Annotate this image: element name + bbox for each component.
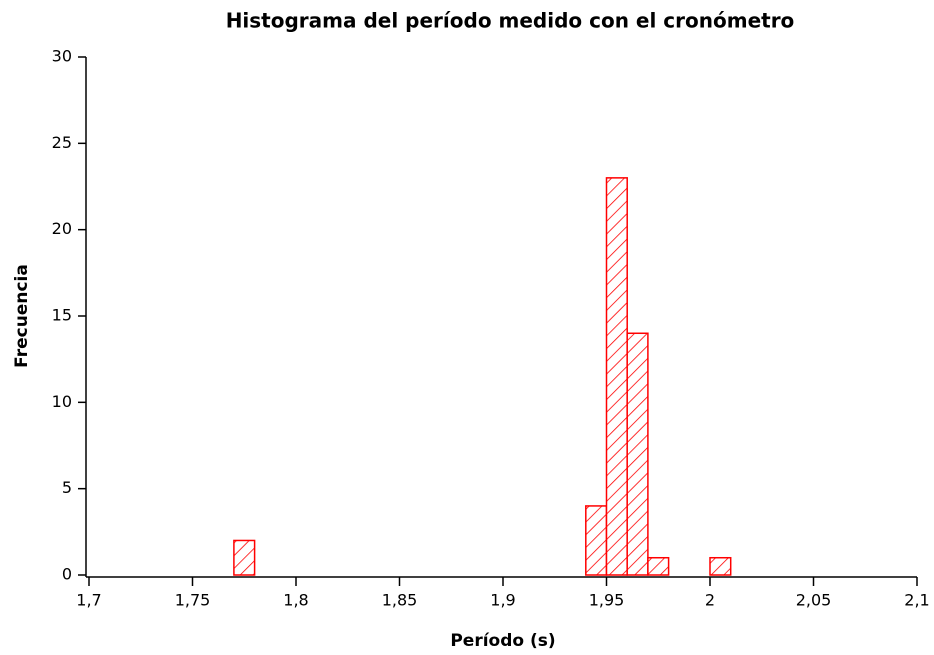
- x-tick-label: 1,95: [589, 591, 625, 610]
- bar: [605, 177, 628, 576]
- y-tick-label: 0: [62, 565, 72, 584]
- y-tick-label: 10: [52, 392, 72, 411]
- x-tick-label: 2: [705, 591, 715, 610]
- bar: [709, 556, 732, 576]
- x-tick-label: 2,1: [904, 591, 929, 610]
- bar: [647, 556, 670, 576]
- x-axis-label: Período (s): [450, 631, 555, 651]
- x-tick-label: 1,8: [283, 591, 308, 610]
- x-tick-label: 1,7: [76, 591, 101, 610]
- x-tick-label: 1,75: [175, 591, 211, 610]
- bar: [626, 332, 649, 576]
- y-tick-label: 30: [52, 47, 72, 66]
- chart-title: Histograma del período medido con el cro…: [226, 9, 795, 33]
- y-tick-label: 20: [52, 219, 72, 238]
- y-axis-label: Frecuencia: [12, 264, 32, 368]
- x-tick-label: 1,9: [490, 591, 515, 610]
- x-tick-label: 2,05: [796, 591, 832, 610]
- bar: [233, 539, 256, 576]
- y-tick-label: 15: [52, 306, 72, 325]
- y-tick-label: 5: [62, 478, 72, 497]
- y-tick-label: 25: [52, 133, 72, 152]
- bar: [585, 505, 608, 576]
- x-tick-label: 1,85: [382, 591, 418, 610]
